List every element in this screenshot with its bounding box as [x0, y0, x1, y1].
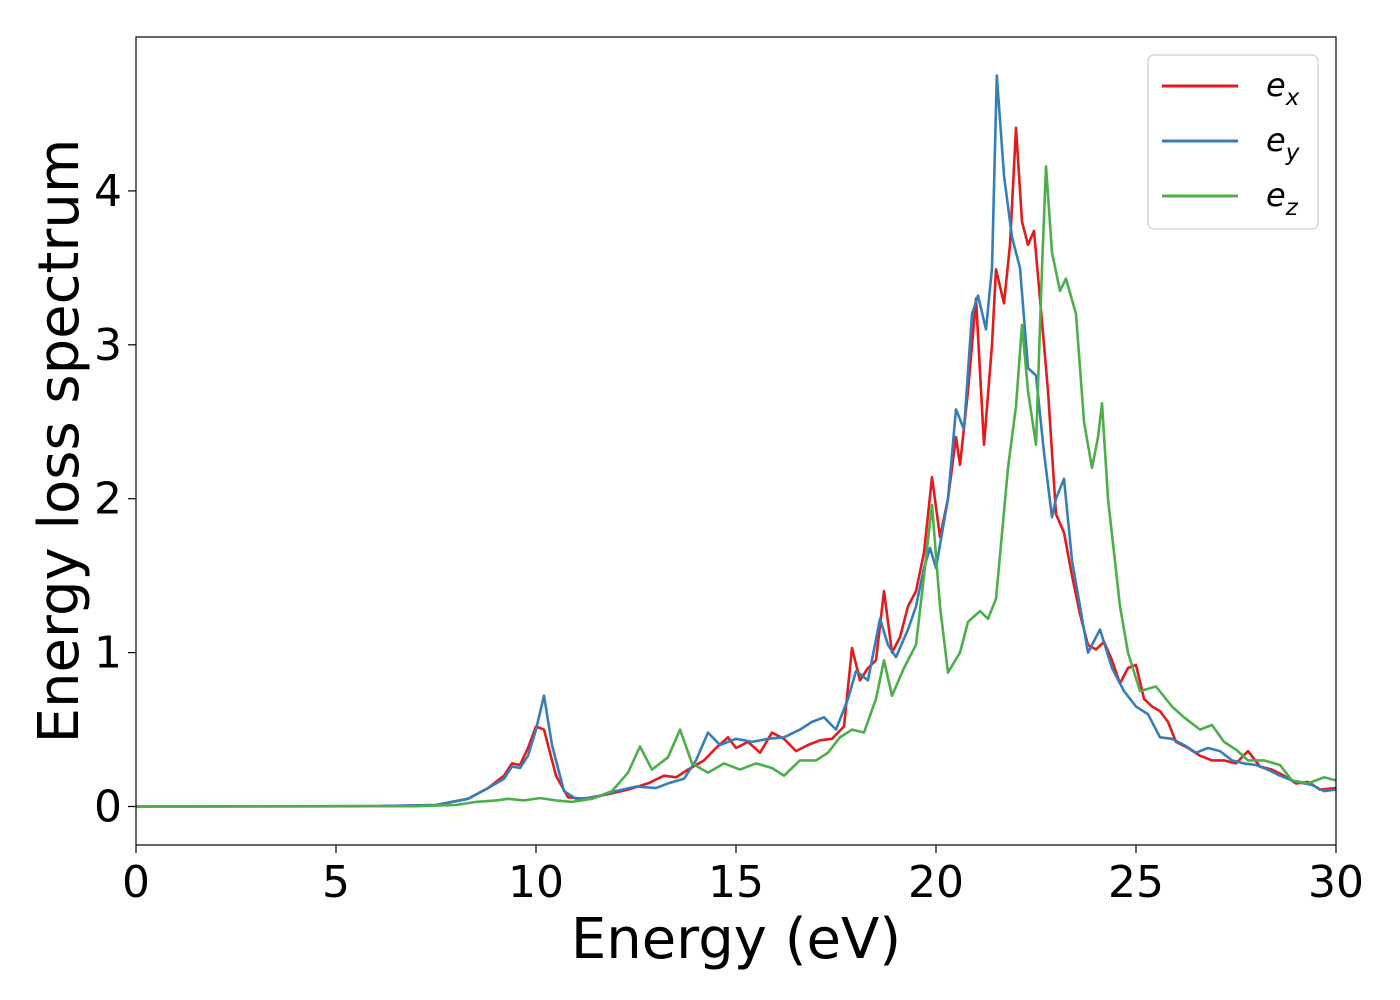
y-axis: 0 1 2 3 4: [94, 166, 136, 833]
x-tick-label: 10: [508, 857, 564, 908]
x-axis: 0 5 10 15 20 25 30: [122, 845, 1364, 908]
legend: ex ey ez: [1147, 54, 1319, 230]
y-tick-label: 2: [94, 474, 122, 525]
x-tick-label: 20: [908, 857, 964, 908]
plot-background: [136, 37, 1336, 845]
legend-label: ey: [1266, 121, 1300, 166]
y-tick-label: 4: [94, 166, 122, 217]
series-layer: [135, 74, 1337, 808]
y-axis-title: Energy loss spectrum: [27, 139, 92, 744]
y-tick-label: 1: [94, 628, 122, 679]
legend-label: ex: [1266, 66, 1300, 111]
x-tick-label: 5: [322, 857, 350, 908]
x-tick-label: 15: [708, 857, 764, 908]
legend-label: ez: [1266, 176, 1299, 221]
x-tick-label: 0: [122, 857, 150, 908]
series-line-ez: [135, 165, 1337, 808]
series-line-ey: [135, 74, 1337, 808]
x-tick-label: 25: [1108, 857, 1164, 908]
x-axis-title: Energy (eV): [571, 907, 901, 972]
x-tick-label: 30: [1308, 857, 1364, 908]
y-tick-label: 3: [94, 320, 122, 371]
y-tick-label: 0: [94, 782, 122, 833]
legend-items: ex ey ez: [1162, 66, 1300, 221]
